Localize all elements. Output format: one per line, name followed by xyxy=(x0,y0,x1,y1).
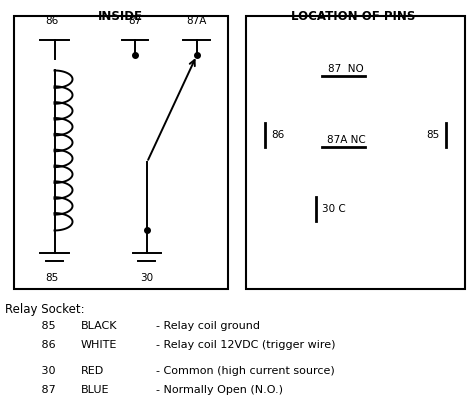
Text: 87: 87 xyxy=(128,16,142,26)
Text: 86: 86 xyxy=(38,340,55,350)
Text: 87  NO: 87 NO xyxy=(328,64,364,74)
Text: 30: 30 xyxy=(140,273,154,283)
Text: - Common (high current source): - Common (high current source) xyxy=(156,366,335,376)
Text: 85: 85 xyxy=(427,130,440,140)
Text: LOCATION OF PINS: LOCATION OF PINS xyxy=(291,10,415,23)
Text: 85: 85 xyxy=(46,273,59,283)
Text: WHITE: WHITE xyxy=(81,340,117,350)
Text: INSIDE: INSIDE xyxy=(99,10,143,23)
Text: Relay Socket:: Relay Socket: xyxy=(5,303,84,316)
Text: 85: 85 xyxy=(38,321,55,331)
Text: 86: 86 xyxy=(46,16,59,26)
Text: BLACK: BLACK xyxy=(81,321,117,331)
Text: 87A NC: 87A NC xyxy=(327,135,365,145)
Text: RED: RED xyxy=(81,366,104,376)
Bar xyxy=(14,16,228,289)
Text: 30: 30 xyxy=(38,366,55,376)
Text: BLUE: BLUE xyxy=(81,385,109,395)
Text: 30 C: 30 C xyxy=(322,204,346,214)
Text: 87A: 87A xyxy=(187,16,207,26)
Bar xyxy=(246,16,465,289)
Text: 86: 86 xyxy=(271,130,284,140)
Text: - Normally Open (N.O.): - Normally Open (N.O.) xyxy=(156,385,283,395)
Text: 87: 87 xyxy=(38,385,55,395)
Text: - Relay coil 12VDC (trigger wire): - Relay coil 12VDC (trigger wire) xyxy=(156,340,336,350)
Text: - Relay coil ground: - Relay coil ground xyxy=(156,321,260,331)
